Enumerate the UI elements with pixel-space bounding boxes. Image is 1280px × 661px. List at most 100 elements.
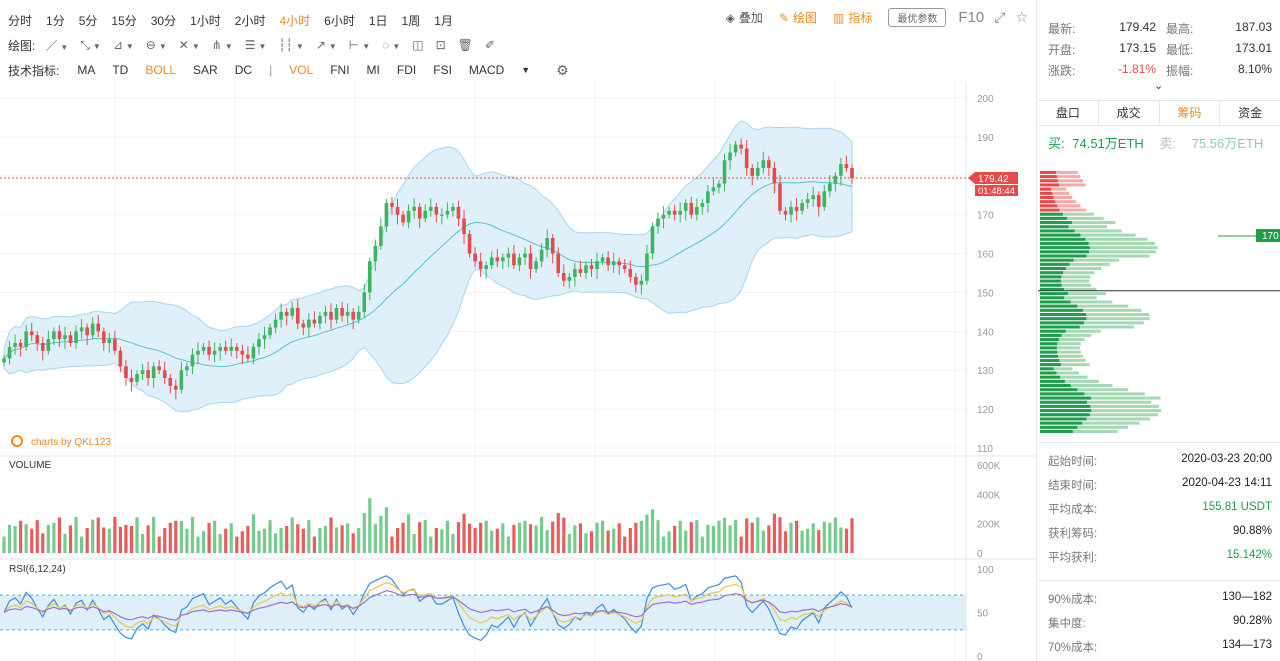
overlay-button[interactable]: ◈ 叠加 xyxy=(726,9,763,26)
candle-body xyxy=(506,253,511,258)
stat-open: 开盘: 173.15 xyxy=(1048,41,1156,58)
channel-tool-icon[interactable]: ⊿ ▼ xyxy=(112,38,134,52)
timeframe-30分[interactable]: 30分 xyxy=(150,13,177,28)
volume-bar xyxy=(340,525,344,553)
timeframe-2小时[interactable]: 2小时 xyxy=(234,13,266,28)
volume-bar xyxy=(645,514,649,553)
circle-tool-icon[interactable]: ⊖ ▼ xyxy=(145,38,167,52)
fib-tool-icon[interactable]: ☰ ▼ xyxy=(244,38,267,52)
volume-bar xyxy=(562,517,566,553)
best-params-button[interactable]: 最优参数 xyxy=(888,8,947,27)
timeframe-1月[interactable]: 1月 xyxy=(434,13,453,28)
chip-bar-light xyxy=(1040,308,1142,312)
chip-bar-light xyxy=(1040,367,1073,371)
gann-tool-icon[interactable]: ┆┆ ▼ xyxy=(278,38,304,52)
arrow-tool-icon[interactable]: ↗ ▼ xyxy=(315,38,337,52)
volume-bar xyxy=(46,524,50,553)
indicator-dc[interactable]: DC xyxy=(234,63,253,77)
timeframe-分时[interactable]: 分时 xyxy=(8,13,33,28)
chip-bar xyxy=(1040,421,1083,425)
buy-label: 买: xyxy=(1048,136,1065,151)
snapshot-tool-icon[interactable]: ⊡ xyxy=(435,38,446,52)
candle-body xyxy=(351,311,355,320)
chip-bar xyxy=(1040,342,1058,346)
f10-button[interactable]: F10 xyxy=(958,9,985,26)
timeframe-6小时[interactable]: 6小时 xyxy=(324,13,355,28)
candle-body xyxy=(744,148,749,168)
candle-body xyxy=(162,370,167,378)
star-icon[interactable]: ☆ xyxy=(1015,9,1028,25)
timeframe-15分[interactable]: 15分 xyxy=(111,13,137,28)
measure-tool-icon[interactable]: ⊢ ▼ xyxy=(348,38,371,52)
candle-body xyxy=(201,346,206,351)
chip-bar-light xyxy=(1040,258,1120,262)
indicator-td[interactable]: TD xyxy=(112,63,129,77)
candle-body xyxy=(783,210,788,215)
line-tool-icon[interactable]: ／ ▼ xyxy=(45,38,69,53)
candle-body xyxy=(811,195,816,200)
volume-bar xyxy=(185,528,189,553)
price-chart[interactable]: 200190180170160150140130120110179.4201:4… xyxy=(0,82,1036,661)
candle-body xyxy=(767,160,771,168)
indicator-mi[interactable]: MI xyxy=(366,63,380,77)
candle-body xyxy=(595,261,599,270)
indicator-fsi[interactable]: FSI xyxy=(433,63,452,77)
tab-成交[interactable]: 成交 xyxy=(1099,101,1160,125)
indicator-sar[interactable]: SAR xyxy=(193,63,218,77)
chip-bar-light xyxy=(1040,250,1156,254)
volume-bar xyxy=(129,526,134,553)
indicator-vol[interactable]: VOL xyxy=(289,63,314,77)
tab-筹码[interactable]: 筹码 xyxy=(1160,101,1221,125)
candle-body xyxy=(107,339,112,343)
stat-key: 平均成本: xyxy=(1048,504,1098,516)
timeframe-1分[interactable]: 1分 xyxy=(46,13,65,28)
chip-bar xyxy=(1040,388,1078,392)
fullscreen-icon[interactable]: ⤢ xyxy=(994,9,1006,25)
gear-icon[interactable]: ⚙ xyxy=(556,61,569,78)
indicator-boll[interactable]: BOLL xyxy=(145,63,177,77)
volume-bar xyxy=(235,536,239,553)
indicator-ma[interactable]: MA xyxy=(77,63,96,77)
cross-tool-icon[interactable]: ✕ ▼ xyxy=(178,38,200,52)
candle-body xyxy=(52,331,56,340)
volume-bar xyxy=(257,530,261,553)
candle-body xyxy=(501,257,505,262)
trash-icon[interactable]: 🗑 xyxy=(457,38,473,52)
volume-bar xyxy=(357,528,361,553)
stat-row: 70%成本: 134—173 xyxy=(1048,639,1272,657)
tab-盘口[interactable]: 盘口 xyxy=(1038,101,1099,125)
chip-bar-light xyxy=(1040,196,1073,199)
timeframe-5分[interactable]: 5分 xyxy=(78,13,98,28)
candle-body xyxy=(428,206,433,211)
ray-tool-icon[interactable]: ⤡ ▼ xyxy=(80,37,101,52)
tab-资金[interactable]: 资金 xyxy=(1238,106,1263,120)
volume-bar xyxy=(506,536,510,553)
volume-bar xyxy=(811,523,815,553)
indicator-button[interactable]: ▥ 指标 xyxy=(833,9,872,26)
volume-bar xyxy=(307,520,311,553)
expand-chevron-icon[interactable]: ⌄ xyxy=(1154,80,1164,92)
chip-bar xyxy=(1040,413,1090,417)
timeframe-1小时[interactable]: 1小时 xyxy=(190,13,221,28)
indicator-fni[interactable]: FNI xyxy=(330,63,350,77)
indicator-fdi[interactable]: FDI xyxy=(396,63,417,77)
draw-button[interactable]: ✎ 绘图 xyxy=(779,9,817,26)
rsi-label: RSI(6,12,24) xyxy=(9,564,66,575)
indicator-macd[interactable]: MACD xyxy=(468,63,505,77)
timeframe-1日[interactable]: 1日 xyxy=(368,13,388,28)
drawing-toolbar: 绘图: ／ ▼ ⤡ ▼ ⊿ ▼ ⊖ ▼ ✕ ▼ ⋔ ▼ ☰ ▼ ┆┆ ▼ ↗ ▼ ⊢ ▼ ◌ ▼ ◫ … xyxy=(0,34,1036,56)
timeframe-1周[interactable]: 1周 xyxy=(401,13,421,28)
chart-tool-icon[interactable]: ◫ xyxy=(412,38,424,52)
chip-bar-light xyxy=(1040,358,1086,362)
candle-body xyxy=(218,346,222,351)
timeframe-4小时[interactable]: 4小时 xyxy=(279,13,311,28)
pattern-tool-icon[interactable]: ⋔ ▼ xyxy=(211,38,233,52)
note-tool-icon[interactable]: ◌ ▼ xyxy=(382,38,401,52)
chevron-down-icon[interactable]: ▼ xyxy=(521,65,531,75)
chip-bar-light xyxy=(1040,216,1104,220)
eraser-icon[interactable]: ✐ xyxy=(484,38,495,52)
volume-tick-label: 200K xyxy=(977,520,1001,531)
candle-body xyxy=(667,210,671,215)
volume-bar xyxy=(445,520,449,553)
candle-body xyxy=(489,257,494,266)
